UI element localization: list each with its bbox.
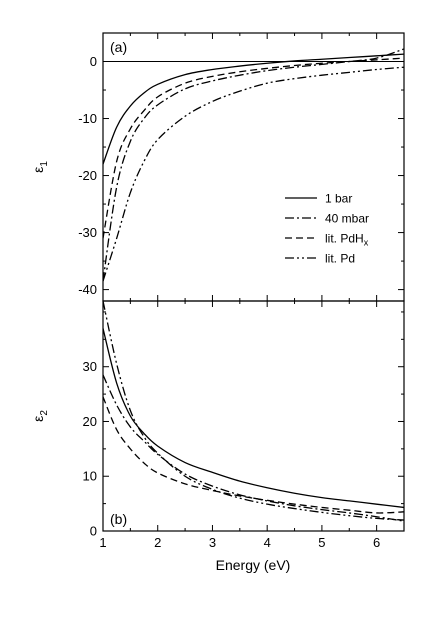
panel-a-ylabel: ε1 [30, 161, 50, 173]
y-tick-label: 20 [83, 414, 97, 429]
panel-a-letter: (a) [110, 39, 127, 55]
series-line-a-3 [103, 66, 404, 282]
legend-label: 1 bar [325, 192, 352, 206]
x-tick-label: 1 [99, 535, 106, 550]
legend-label: 40 mbar [325, 212, 369, 226]
series-line-a-2 [103, 57, 404, 239]
panel-a-epsilon-1: 0 -10 -20 -30 -40 (a) ε1 1 bar 40 mbar lit. Pd… [30, 32, 405, 302]
legend-label: lit. PdHx [325, 232, 369, 248]
y-tick-label: -30 [78, 225, 97, 240]
y-tick-label: -10 [78, 111, 97, 126]
y-tick-label: 0 [90, 524, 97, 539]
x-tick-label: 6 [373, 535, 380, 550]
y-tick-label: 10 [83, 469, 97, 484]
series-line-b-2 [103, 396, 404, 514]
x-tick-label: 4 [264, 535, 271, 550]
series-line-b-0 [103, 328, 404, 509]
y-tick-label: -20 [78, 168, 97, 183]
panel-b-epsilon-2: 0 10 20 30 1 2 3 4 5 6 (b) ε2 Energy (eV) [30, 300, 405, 573]
y-tick-label: -40 [78, 282, 97, 297]
series-line-b-3 [103, 301, 404, 521]
x-tick-label: 5 [318, 535, 325, 550]
panel-b-frame [102, 300, 405, 532]
series-line-a-1 [103, 48, 404, 282]
y-tick-label: 30 [83, 359, 97, 374]
y-tick-label: 0 [90, 54, 97, 69]
legend-label: lit. Pd [325, 252, 355, 266]
x-tick-label: 2 [154, 535, 161, 550]
legend: 1 bar 40 mbar lit. PdHx lit. Pd [285, 192, 369, 266]
panel-b-ylabel: ε2 [30, 410, 50, 422]
x-axis-label: Energy (eV) [216, 557, 291, 573]
x-tick-label: 3 [209, 535, 216, 550]
panel-b-letter: (b) [110, 511, 127, 527]
series-line-a-0 [103, 53, 404, 165]
series-line-b-1 [103, 374, 404, 522]
